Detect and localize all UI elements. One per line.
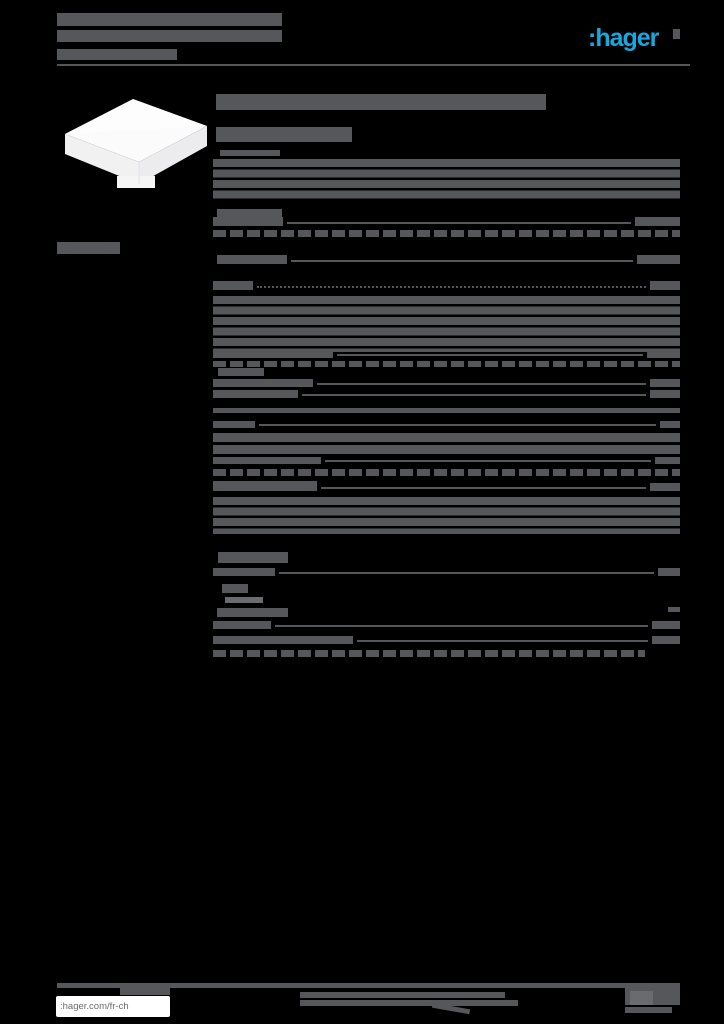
dot-leader <box>279 572 654 574</box>
spec-label <box>213 350 333 358</box>
footer-badge-caption <box>625 1007 672 1013</box>
footer-band <box>57 983 680 988</box>
spec-value <box>650 281 680 290</box>
footer-link-chip: :hager.com/fr-ch <box>56 996 170 1017</box>
product-image <box>65 99 207 188</box>
attribute-label <box>218 368 264 376</box>
spec-label <box>213 421 255 428</box>
margin-section-label <box>57 242 120 254</box>
dot-leader <box>317 383 646 385</box>
spec-label <box>213 281 253 290</box>
attribute-label <box>217 209 282 218</box>
header-subtitle-line <box>57 49 177 60</box>
spec-label <box>213 621 271 629</box>
header-title-line-2 <box>57 30 282 42</box>
superscript-mark <box>668 607 680 612</box>
spec-row <box>213 568 680 576</box>
spec-value <box>652 621 680 629</box>
dot-leader <box>291 260 633 262</box>
text-row <box>213 230 680 237</box>
spec-label <box>213 457 321 464</box>
text-row <box>213 469 680 476</box>
spec-value <box>655 457 680 464</box>
spec-row <box>213 379 680 387</box>
dot-leader <box>259 424 656 426</box>
dot-leader <box>321 487 646 489</box>
header-title-line-1 <box>57 13 282 26</box>
spec-row <box>213 281 680 290</box>
spec-value <box>650 379 680 387</box>
paragraph-block <box>213 433 680 454</box>
header-divider <box>57 64 690 66</box>
dot-leader <box>357 640 648 642</box>
section-label <box>218 552 288 563</box>
product-subtitle-bar <box>216 127 352 142</box>
footer-left-caption <box>120 988 170 995</box>
dot-leader <box>302 394 646 396</box>
spec-label <box>217 255 287 264</box>
footer-center-line-1 <box>300 992 505 998</box>
text-row <box>213 650 645 657</box>
spec-value <box>635 217 680 226</box>
dot-leader <box>287 222 631 224</box>
spec-label <box>213 390 298 398</box>
product-title-bar <box>216 94 546 110</box>
spec-value <box>658 568 680 576</box>
small-label <box>222 584 248 593</box>
paragraph-block <box>213 296 680 352</box>
spec-row <box>213 350 680 358</box>
spec-row <box>213 621 680 629</box>
spec-value <box>637 255 680 264</box>
spec-row <box>213 636 680 644</box>
spec-value <box>650 390 680 398</box>
caption-bar <box>220 150 280 156</box>
dot-leader <box>325 460 651 462</box>
paragraph-block <box>213 159 680 201</box>
paragraph-block <box>213 497 680 534</box>
spec-row <box>213 217 680 226</box>
spec-value <box>660 421 680 428</box>
spec-value <box>652 636 680 644</box>
spec-row <box>213 457 680 464</box>
spec-label <box>213 217 283 226</box>
small-caption <box>225 597 263 603</box>
hager-logo: :hager <box>588 24 659 52</box>
dot-leader <box>275 625 648 627</box>
spec-label <box>213 636 353 644</box>
spec-row <box>217 255 680 264</box>
footer-center-line-2 <box>300 1000 518 1006</box>
text-row <box>213 361 680 367</box>
hager-website-link[interactable]: :hager.com/fr-ch <box>60 1001 129 1012</box>
attribute-label <box>217 608 288 617</box>
spec-label <box>213 481 317 491</box>
dot-leader <box>257 286 646 288</box>
spec-label <box>213 568 275 576</box>
footer-badge-inner <box>630 991 653 1005</box>
spec-row <box>213 421 680 428</box>
dot-leader <box>337 354 643 356</box>
spec-row <box>213 390 680 398</box>
logo-registered-mark <box>673 29 680 39</box>
spec-value <box>650 483 680 491</box>
spec-label <box>213 379 313 387</box>
spec-value <box>647 350 680 358</box>
text-row <box>213 408 680 413</box>
spec-row <box>213 481 680 491</box>
